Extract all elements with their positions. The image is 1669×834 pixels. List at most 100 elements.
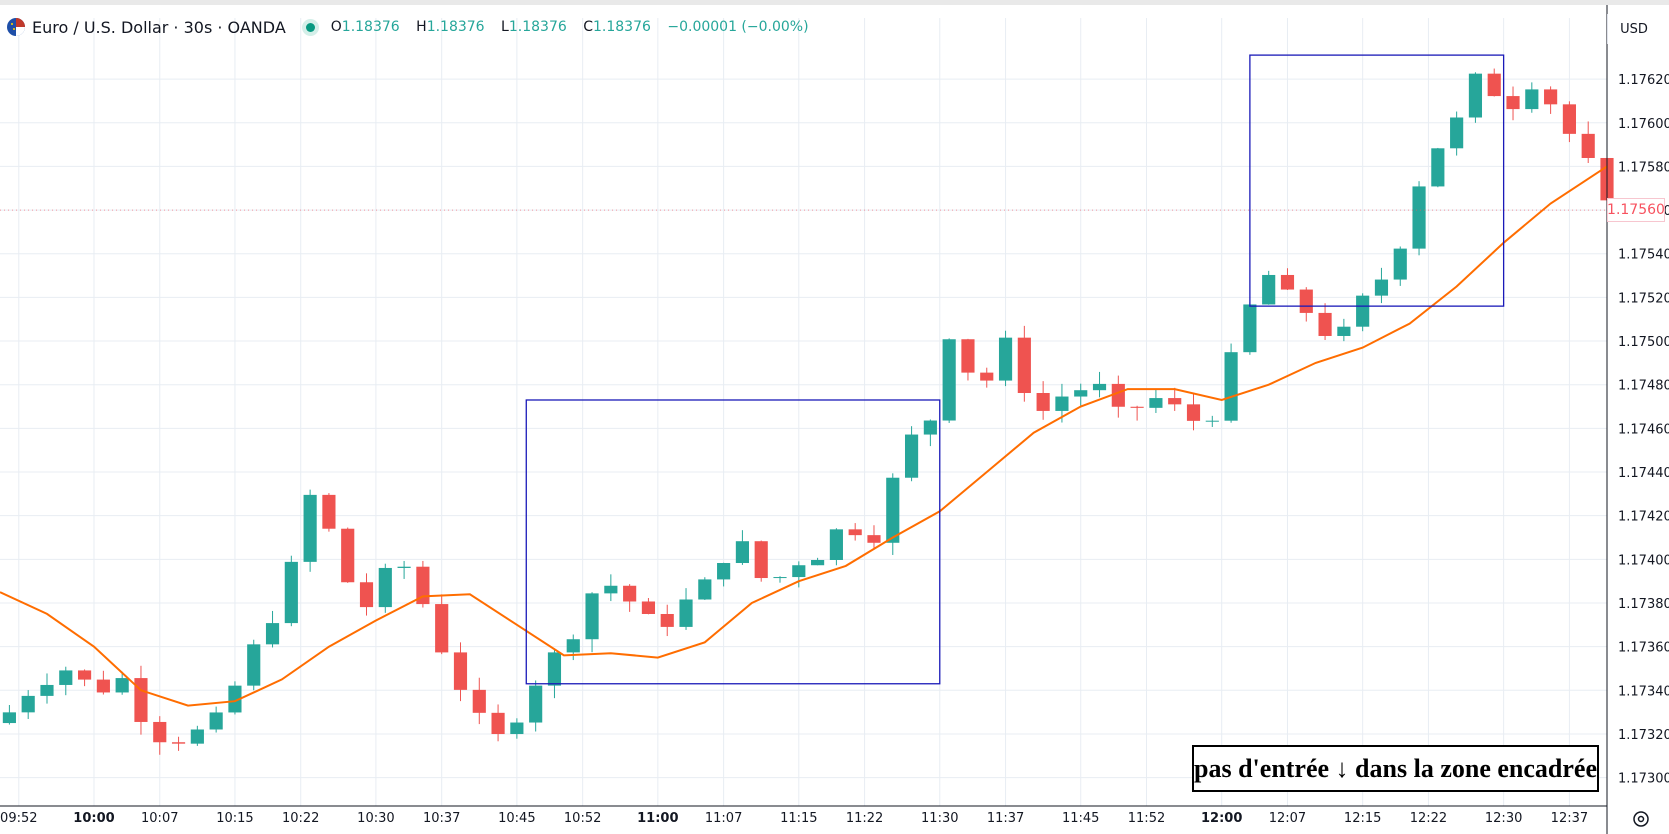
candle-body	[660, 613, 674, 627]
candle-body	[641, 601, 656, 614]
candle-body	[942, 339, 956, 421]
candle-body	[265, 623, 280, 645]
time-tick-label: 10:15	[216, 811, 253, 826]
candle-body	[1262, 274, 1276, 305]
candle-body	[998, 337, 1013, 381]
candle-body	[1544, 89, 1558, 105]
candle-body	[1487, 73, 1501, 97]
time-tick-label: 10:52	[564, 811, 601, 826]
candle-body	[585, 593, 599, 640]
open-value: 1.18376	[341, 19, 400, 35]
time-tick-label: 12:30	[1485, 811, 1522, 826]
time-tick-label: 12:07	[1269, 811, 1306, 826]
settings-gear-icon[interactable]	[1630, 808, 1652, 830]
candle-body	[40, 684, 54, 696]
time-tick-label: 12:15	[1344, 811, 1381, 826]
drawn-rectangles	[525, 54, 1505, 685]
candle-body	[1130, 406, 1144, 408]
candle-body	[923, 420, 937, 435]
candle-body	[153, 721, 167, 743]
close-value: 1.18376	[593, 19, 651, 35]
close-label: C	[583, 19, 593, 35]
flag-eu-us-icon	[7, 18, 25, 36]
price-tick-label: 1.17480	[1618, 379, 1669, 394]
price-tick-label: 1.17540	[1618, 248, 1669, 263]
high-label: H	[416, 19, 427, 35]
time-tick-label: 11:22	[846, 811, 883, 826]
candle-body	[435, 604, 449, 653]
price-tick-label: 1.17420	[1618, 510, 1669, 525]
annotation-text-box[interactable]: pas d'entrée ↓ dans la zone encadrée	[1192, 745, 1599, 792]
candle-body	[1562, 104, 1576, 134]
time-tick-label: 10:30	[357, 811, 394, 826]
candle-body	[604, 585, 618, 594]
price-tick-label: 1.17440	[1618, 466, 1669, 481]
candle-body	[1055, 396, 1069, 411]
candle-body	[416, 566, 430, 605]
open-label: O	[330, 19, 342, 35]
time-tick-label: 12:37	[1551, 811, 1588, 826]
moving-average-series	[0, 165, 1608, 707]
candle-body	[453, 652, 468, 690]
candle-body	[1393, 248, 1407, 280]
current-price-label: 1.17560	[1607, 198, 1665, 223]
candle-body	[78, 670, 92, 680]
time-tick-label: 11:07	[705, 811, 742, 826]
candle-body	[359, 582, 374, 608]
time-tick-label: 11:52	[1128, 811, 1165, 826]
candle-body	[679, 599, 693, 627]
candle-body	[547, 652, 562, 686]
candle-body	[623, 585, 637, 602]
time-tick-label: 12:00	[1201, 811, 1242, 826]
candle-body	[698, 579, 712, 600]
time-tick-label: 10:37	[423, 811, 460, 826]
candle-body	[1431, 148, 1445, 187]
ohlc-values: O1.18376 H1.18376 L1.18376 C1.18376 −0.0…	[331, 19, 815, 35]
candle-body	[717, 563, 731, 580]
candlestick-series	[2, 68, 1614, 755]
chart-axes: 1.17300 1.17320 1.17340 1.17360 1.17380 1.174…	[0, 5, 1669, 834]
candle-body	[735, 541, 749, 564]
symbol-title[interactable]: Euro / U.S. Dollar · 30s · OANDA	[32, 17, 286, 37]
time-tick-label: 10:22	[282, 811, 319, 826]
candle-body	[1036, 393, 1050, 411]
candle-body	[1450, 117, 1464, 149]
price-tick-label: 1.17340	[1618, 684, 1669, 699]
time-tick-label: 10:45	[498, 811, 535, 826]
time-tick-label: 11:00	[637, 811, 678, 826]
candle-body	[1506, 96, 1520, 110]
candle-body	[115, 678, 129, 693]
time-tick-label: 11:37	[987, 811, 1024, 826]
time-tick-label: 09:52	[0, 811, 37, 826]
candle-body	[867, 535, 881, 543]
time-tick-label: 12:22	[1410, 811, 1447, 826]
candle-body	[529, 685, 543, 723]
candle-body	[829, 529, 843, 560]
candle-body	[397, 566, 411, 568]
low-value: 1.18376	[508, 19, 567, 35]
candle-body	[1205, 420, 1219, 422]
candle-body	[1356, 295, 1370, 327]
candle-body	[904, 434, 919, 478]
candle-body	[190, 729, 204, 744]
candle-body	[2, 712, 16, 724]
candle-body	[1224, 352, 1238, 421]
candle-body	[1525, 89, 1539, 110]
candle-body	[754, 541, 768, 579]
price-tick-label: 1.17320	[1618, 728, 1669, 743]
change-value: −0.00001 (−0.00%)	[667, 19, 809, 35]
candle-body	[1149, 398, 1163, 408]
candle-body	[1374, 279, 1389, 296]
candle-body	[209, 712, 223, 730]
candle-body	[341, 528, 355, 583]
candle-body	[1468, 73, 1483, 118]
candle-body	[171, 742, 186, 744]
candle-body	[59, 670, 73, 685]
candle-body	[1186, 404, 1201, 421]
candle-body	[1581, 133, 1595, 158]
candle-body	[1168, 398, 1182, 405]
price-tick-label: 1.17400	[1618, 553, 1669, 568]
currency-selector[interactable]: USD	[1607, 14, 1660, 44]
price-tick-label: 1.17600	[1618, 117, 1669, 132]
